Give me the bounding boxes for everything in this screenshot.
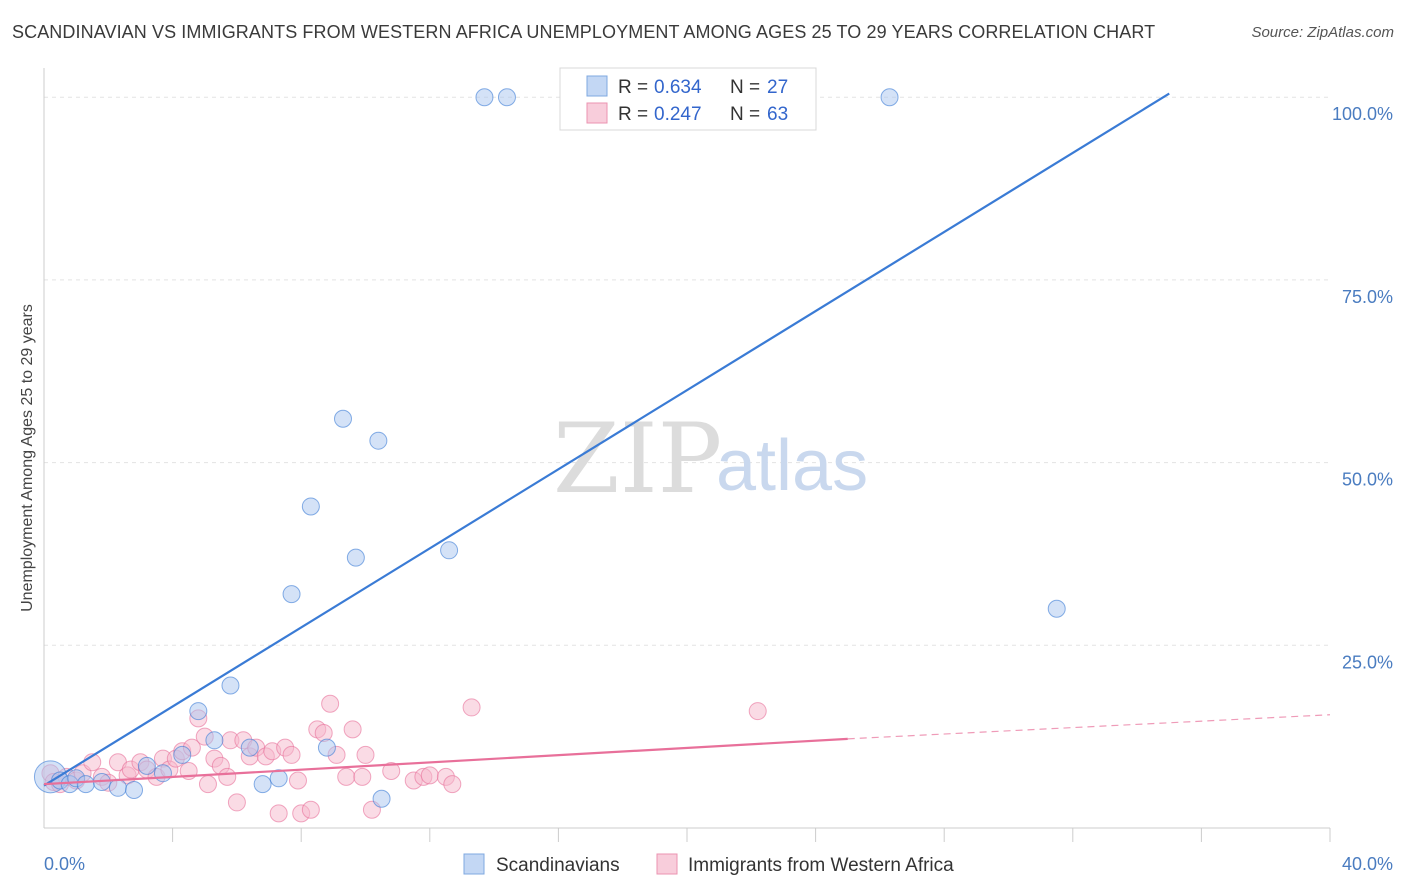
axes	[43, 68, 1331, 842]
bottom-legend-label-pink: Immigrants from Western Africa	[688, 855, 954, 876]
point-scandinavians-6	[108, 778, 127, 797]
legend-n-value-pink: 63	[767, 104, 788, 125]
point-scandinavians-28	[1047, 599, 1066, 618]
point-scandinavians-19	[317, 738, 336, 757]
legend-n-value-blue: 27	[767, 77, 788, 98]
point-scandinavians-26	[497, 88, 516, 107]
legend-swatch-blue	[586, 75, 608, 97]
point-scandinavians-13	[221, 676, 240, 695]
source-label: Source: ZipAtlas.com	[1251, 24, 1394, 41]
point-immigrants-44	[337, 767, 356, 786]
x-tick-label-1: 40.0%	[1342, 854, 1393, 874]
point-scandinavians-17	[282, 585, 301, 604]
point-scandinavians-24	[440, 541, 459, 560]
watermark-atlas: atlas	[716, 426, 868, 506]
point-immigrants-41	[314, 724, 333, 742]
point-scandinavians-22	[369, 431, 388, 450]
y-tick-label-1: 50.0%	[1342, 470, 1393, 490]
legend-swatch-pink	[586, 102, 608, 124]
point-scandinavians-4	[76, 775, 95, 794]
point-scandinavians-11	[189, 702, 208, 721]
point-immigrants-42	[321, 694, 340, 713]
legend-r-value-pink: 0.247	[654, 104, 702, 125]
point-immigrants-46	[353, 767, 372, 786]
trendline-immigrants	[43, 737, 848, 786]
x-tick-label-0: 0.0%	[44, 854, 85, 874]
legend-n-label-blue: N =	[730, 77, 760, 98]
point-immigrants-47	[356, 745, 375, 764]
bottom-legend: Scandinavians Immigrants from Western Af…	[463, 853, 954, 876]
legend-r-value-blue: 0.634	[654, 77, 702, 98]
point-immigrants-26	[218, 767, 237, 786]
point-scandinavians-14	[240, 738, 259, 757]
chart-title: SCANDINAVIAN VS IMMIGRANTS FROM WESTERN …	[12, 22, 1156, 42]
point-scandinavians-27	[880, 88, 899, 107]
tick-labels: 25.0% 50.0% 75.0% 100.0% 0.0% 40.0%	[44, 104, 1393, 874]
y-tick-label-0: 25.0%	[1342, 652, 1393, 672]
bottom-legend-label-blue: Scandinavians	[496, 855, 620, 876]
point-immigrants-34	[269, 804, 288, 823]
trendline-immigrants-extension	[847, 714, 1331, 740]
point-immigrants-55	[462, 698, 481, 717]
point-immigrants-36	[282, 745, 301, 764]
point-scandinavians-16	[269, 769, 288, 788]
bottom-legend-swatch-blue	[463, 853, 485, 875]
point-scandinavians-25	[475, 88, 494, 107]
legend-box: R = 0.634 N = 27 R = 0.247 N = 63	[559, 67, 817, 131]
bottom-legend-swatch-pink	[656, 853, 678, 875]
point-scandinavians-23	[372, 789, 391, 808]
point-immigrants-37	[288, 771, 307, 790]
trendlines	[43, 92, 1331, 787]
point-scandinavians-18	[301, 497, 320, 516]
legend-n-label-pink: N =	[730, 104, 760, 125]
point-scandinavians-15	[253, 775, 272, 794]
gridlines	[44, 96, 1330, 646]
point-scandinavians-20	[333, 409, 352, 428]
point-scandinavians-21	[346, 548, 365, 567]
legend-r-label-blue: R =	[618, 77, 648, 98]
legend-r-label-pink: R =	[618, 104, 648, 125]
point-scandinavians-10	[173, 745, 192, 764]
point-immigrants-54	[443, 775, 462, 794]
point-immigrants-28	[227, 793, 246, 812]
point-scandinavians-9	[153, 764, 172, 783]
point-immigrants-23	[198, 775, 217, 794]
y-tick-label-2: 75.0%	[1342, 287, 1393, 307]
trendline-scandinavians	[43, 92, 1170, 787]
point-immigrants-56	[748, 702, 767, 721]
point-immigrants-52	[420, 766, 439, 785]
point-immigrants-39	[301, 800, 320, 819]
y-tick-label-3: 100.0%	[1332, 104, 1393, 124]
watermark: ZIP atlas	[553, 403, 868, 515]
point-immigrants-49	[382, 762, 401, 780]
point-immigrants-45	[343, 720, 362, 739]
point-scandinavians-8	[137, 756, 156, 775]
point-scandinavians-7	[125, 781, 144, 799]
series-scandinavians-points	[33, 88, 1066, 808]
point-scandinavians-12	[205, 731, 224, 750]
